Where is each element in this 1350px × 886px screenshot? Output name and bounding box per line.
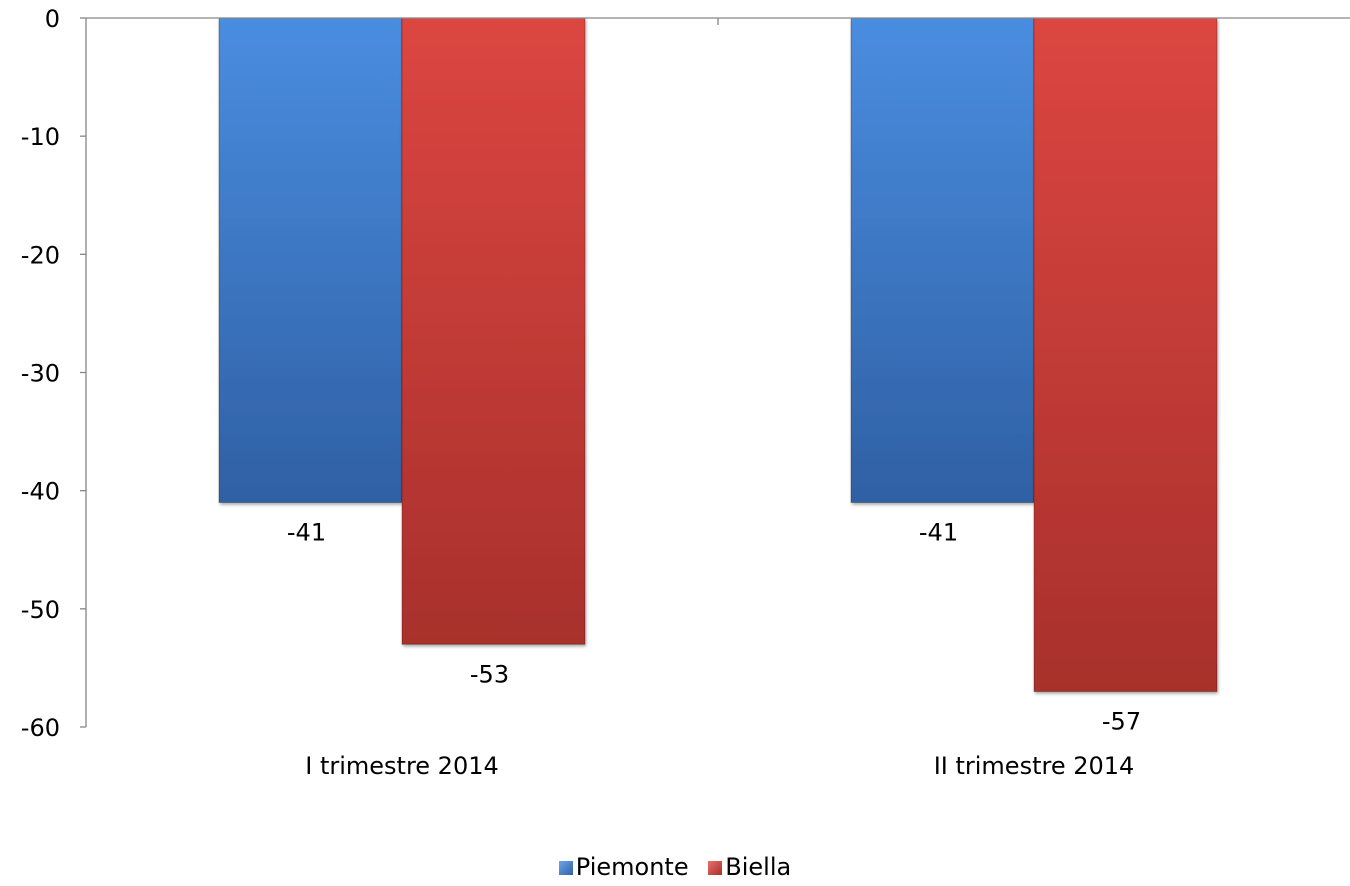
data-label-piemonte-i-trimestre-2014: -41	[287, 518, 326, 546]
bar-biella-i-trimestre-2014	[401, 17, 586, 645]
bar-biella-ii-trimestre-2014	[1033, 17, 1218, 693]
legend-label-biella: Biella	[725, 853, 792, 881]
labels: -41 -53 I trimestre 2014 -41 -57 II trimestre…	[21, 5, 1141, 780]
x-tick-label-i-trimestre-2014: I trimestre 2014	[305, 752, 499, 780]
legend-item-piemonte: Piemonte	[558, 853, 689, 881]
x-tick-label-ii-trimestre-2014: II trimestre 2014	[934, 752, 1135, 780]
y-tick-label-30: -30	[21, 360, 60, 388]
y-tick-label-50: -50	[21, 596, 60, 624]
legend-swatch-biella	[708, 861, 723, 875]
bar-piemonte-ii-trimestre-2014	[850, 17, 1035, 503]
legend: Piemonte Biella	[0, 853, 1350, 881]
y-tick-label-0: 0	[45, 5, 60, 33]
legend-label-piemonte: Piemonte	[575, 853, 689, 881]
y-tick-label-40: -40	[21, 478, 60, 506]
y-tick-label-10: -10	[21, 123, 60, 151]
data-label-biella-i-trimestre-2014: -53	[470, 660, 509, 688]
axes	[80, 17, 1350, 728]
legend-swatch-piemonte	[558, 861, 573, 875]
bar-piemonte-i-trimestre-2014	[218, 17, 403, 503]
y-tick-label-60: -60	[21, 714, 60, 742]
data-label-biella-ii-trimestre-2014: -57	[1102, 708, 1141, 736]
legend-item-biella: Biella	[708, 853, 791, 881]
y-tick-label-20: -20	[21, 241, 60, 269]
bars	[218, 17, 1218, 693]
data-label-piemonte-ii-trimestre-2014: -41	[919, 518, 958, 546]
